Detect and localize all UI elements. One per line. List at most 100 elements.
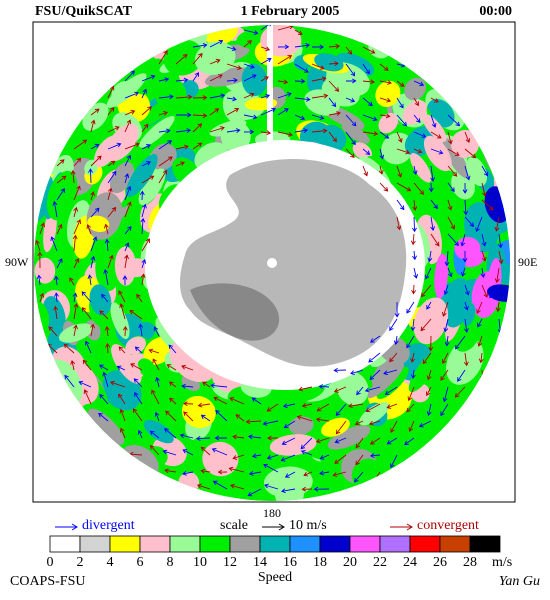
wind-arrow	[73, 139, 88, 150]
wind-arrow	[368, 420, 381, 426]
wind-arrow	[462, 250, 468, 263]
wind-arrow	[82, 359, 92, 371]
wind-arrow	[430, 131, 442, 139]
wind-arrow	[104, 223, 109, 235]
wind-arrow	[72, 234, 78, 252]
wind-arrow	[411, 284, 417, 295]
wind-arrow	[328, 80, 340, 92]
wind-arrow	[36, 274, 42, 286]
wind-arrow	[260, 46, 271, 52]
wind-arrow	[328, 131, 337, 143]
wind-arrow	[107, 187, 113, 201]
wind-arrow	[209, 39, 224, 48]
wind-arrow	[464, 284, 470, 296]
colorbar-box	[289, 535, 321, 553]
wind-arrow	[149, 444, 160, 456]
colorbar-box	[439, 535, 471, 553]
wind-arrow	[192, 142, 203, 150]
wind-arrow	[54, 292, 59, 303]
wind-arrow	[140, 273, 146, 286]
wind-arrow	[277, 92, 292, 99]
wind-arrow	[247, 488, 262, 497]
wind-arrow	[365, 403, 381, 413]
wind-arrow	[90, 323, 95, 337]
wind-arrow	[410, 369, 416, 380]
wind-arrow	[132, 408, 143, 422]
wind-arrow	[334, 437, 347, 444]
wind-arrow	[124, 142, 140, 150]
wind-arrow	[369, 335, 381, 343]
wind-arrow	[209, 58, 221, 65]
wind-arrow	[56, 175, 67, 184]
colorbar-box	[409, 535, 441, 553]
wind-arrow	[243, 129, 255, 135]
wind-arrow	[447, 114, 461, 127]
wind-arrow	[426, 403, 432, 417]
wind-arrow	[277, 44, 290, 50]
wind-arrow	[410, 318, 416, 332]
wind-arrow	[107, 254, 114, 269]
wind-arrow	[56, 188, 65, 201]
wind-arrow	[406, 301, 415, 314]
wind-arrow	[119, 408, 126, 422]
colorbar-box	[139, 535, 171, 553]
wind-arrow	[248, 471, 262, 476]
wind-arrow	[70, 169, 76, 184]
wind-arrow	[183, 411, 194, 422]
colorbar-label: 4	[107, 555, 114, 570]
wind-arrow	[158, 156, 173, 167]
footer-right: Yan Gu	[499, 574, 540, 589]
wind-arrow	[369, 453, 381, 459]
colorbar-title: Speed	[258, 570, 292, 585]
speed-patch	[46, 170, 78, 221]
wind-arrow	[447, 165, 458, 177]
wind-arrow	[406, 335, 415, 349]
wind-arrow	[464, 216, 475, 228]
speed-patch	[126, 153, 158, 197]
wind-arrow	[214, 435, 228, 441]
wind-arrow	[396, 148, 411, 155]
wind-arrow	[149, 430, 160, 439]
wind-arrow	[494, 216, 500, 232]
wind-arrow	[169, 397, 177, 405]
wind-arrow	[175, 161, 185, 167]
speed-patch	[87, 215, 110, 233]
wind-arrow	[124, 154, 132, 167]
wind-arrow	[369, 437, 381, 445]
wind-arrow	[294, 29, 303, 35]
speed-patch	[138, 168, 166, 206]
colorbar-box	[199, 535, 231, 553]
wind-arrow	[101, 293, 109, 303]
wind-arrow	[226, 46, 237, 52]
wind-arrow	[151, 389, 160, 405]
wind-arrow	[158, 111, 168, 116]
wind-arrow	[464, 165, 471, 181]
wind-arrow	[412, 199, 418, 211]
wind-arrow	[447, 267, 453, 278]
wind-arrow	[164, 468, 177, 474]
speed-patch	[352, 142, 372, 161]
wind-arrow	[379, 131, 390, 139]
wind-arrow	[425, 267, 432, 280]
speed-patch	[111, 344, 142, 384]
colorbar-box	[259, 535, 291, 553]
wind-arrow	[379, 97, 392, 103]
wind-arrow	[301, 486, 313, 492]
wind-arrow	[251, 453, 262, 459]
wind-arrow	[396, 199, 405, 211]
wind-arrow	[232, 434, 245, 440]
wind-arrow	[83, 389, 92, 405]
wind-arrow	[267, 435, 279, 441]
wind-arrow	[141, 238, 150, 252]
wind-arrow	[192, 72, 200, 82]
wind-arrow	[78, 380, 92, 388]
wind-arrow	[396, 97, 404, 109]
wind-arrow	[413, 148, 423, 154]
wind-arrow	[162, 449, 177, 456]
wind-arrow	[69, 277, 75, 286]
wind-arrow	[378, 165, 384, 175]
wind-arrow	[318, 384, 330, 389]
wind-arrow	[430, 114, 437, 128]
wind-arrow	[396, 182, 412, 192]
